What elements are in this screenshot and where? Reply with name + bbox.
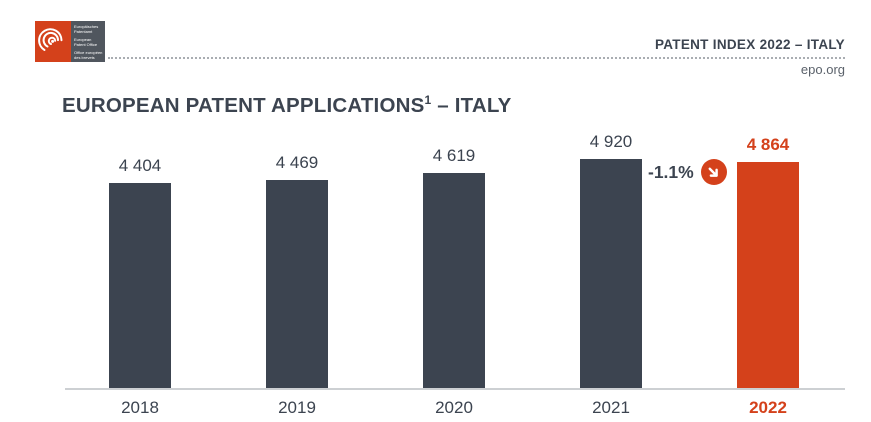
chart-title-main: EUROPEAN PATENT APPLICATIONS <box>62 94 425 117</box>
x-axis-label-2020: 2020 <box>435 398 473 417</box>
publication-title: PATENT INDEX 2022 – ITALY <box>654 37 845 52</box>
logo-line-fr: Office européen des brevets <box>74 50 103 60</box>
bar-value-label-2022: 4 864 <box>746 135 790 154</box>
logo-line-de: Europäisches Patentamt <box>74 24 99 34</box>
arrow-down-right-icon <box>700 159 727 185</box>
epo-website-link[interactable]: epo.org <box>800 62 845 77</box>
bar-value-label-2019: 4 469 <box>275 153 319 172</box>
change-annotation: -1.1% <box>648 159 727 185</box>
bar-2018 <box>109 183 171 388</box>
x-axis-label-2022: 2022 <box>749 398 787 417</box>
logo-line-en: European Patent Office <box>74 37 98 47</box>
chart-title-suffix: – ITALY <box>431 94 512 117</box>
bar-value-label-2021: 4 920 <box>589 132 633 151</box>
epo-logo-text: Europäisches Patentamt European Patent O… <box>71 21 105 62</box>
bar-2021 <box>580 159 642 388</box>
epo-logo: Europäisches Patentamt European Patent O… <box>35 21 105 62</box>
x-axis-label-2018: 2018 <box>121 398 159 417</box>
bar-2020 <box>423 173 485 388</box>
bar-2019 <box>266 180 328 388</box>
footnote-marker: 1 <box>424 93 432 108</box>
chart-title: EUROPEAN PATENT APPLICATIONS1 – ITALY <box>62 94 512 118</box>
x-axis-label-2021: 2021 <box>592 398 630 417</box>
bar-value-label-2020: 4 619 <box>432 146 476 165</box>
epo-spiral-icon <box>35 21 71 62</box>
x-axis-line <box>65 388 845 390</box>
x-axis-label-2019: 2019 <box>278 398 316 417</box>
header-divider <box>108 57 845 59</box>
bar-2022 <box>737 162 799 388</box>
change-percentage: -1.1% <box>648 161 694 182</box>
bar-value-label-2018: 4 404 <box>118 156 162 175</box>
